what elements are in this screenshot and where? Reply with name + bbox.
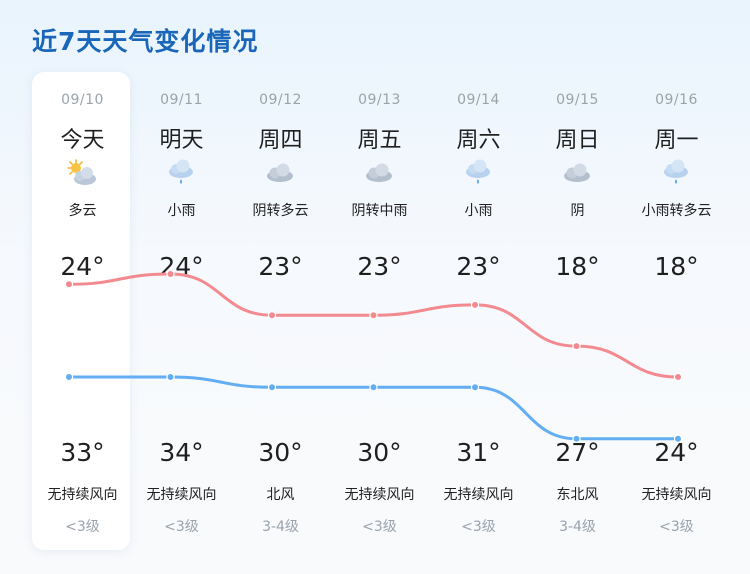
trend-point bbox=[267, 311, 277, 320]
day-temp-low: 34° bbox=[159, 438, 204, 467]
cloudy-icon bbox=[560, 158, 594, 188]
day-temp-low: 31° bbox=[456, 438, 501, 467]
day-wind-direction: 东北风 bbox=[556, 487, 599, 503]
partly-cloudy-icon bbox=[65, 158, 99, 188]
day-temp-high: 23° bbox=[456, 252, 501, 281]
day-temp-low: 30° bbox=[258, 438, 303, 467]
day-temp-low: 30° bbox=[357, 438, 402, 467]
trend-point bbox=[166, 269, 175, 279]
cloudy-icon bbox=[362, 158, 396, 188]
trend-point bbox=[673, 372, 683, 382]
trend-point bbox=[572, 341, 581, 351]
day-wind-level: <3级 bbox=[65, 519, 100, 535]
day-wind-level: <3级 bbox=[164, 519, 199, 535]
day-temp-high: 24° bbox=[60, 252, 105, 281]
trend-point bbox=[267, 383, 277, 392]
day-temp-high: 18° bbox=[555, 252, 600, 281]
page-title: 近7天天气变化情况 bbox=[32, 27, 259, 56]
day-wind-direction: 无持续风向 bbox=[641, 487, 712, 503]
trend-point bbox=[64, 372, 74, 382]
day-wind-direction: 无持续风向 bbox=[146, 487, 217, 503]
day-wind-direction: 无持续风向 bbox=[47, 487, 118, 503]
trend-point bbox=[673, 434, 683, 443]
day-wind-level: <3级 bbox=[362, 519, 397, 535]
day-column[interactable]: 09/13 周五 阴转中雨 23° 30° 无持续风向 <3级 bbox=[330, 0, 429, 574]
day-column[interactable]: 09/14 周六 小雨 23° 31° 无持续风向 <3级 bbox=[429, 0, 528, 574]
today-highlight-card bbox=[32, 72, 130, 550]
day-date: 09/13 bbox=[358, 92, 401, 108]
day-date: 09/15 bbox=[556, 92, 599, 108]
day-wind-direction: 北风 bbox=[266, 487, 295, 503]
day-wind-level: 3-4级 bbox=[262, 519, 299, 535]
day-column[interactable]: 09/11 明天 小雨 24° 34° 无持续风向 <3级 bbox=[132, 0, 231, 574]
trend-point bbox=[369, 383, 378, 392]
day-condition: 小雨 bbox=[167, 203, 196, 219]
day-name: 周日 bbox=[555, 128, 600, 153]
day-temp-low: 33° bbox=[60, 438, 105, 467]
day-wind-level: <3级 bbox=[659, 519, 694, 535]
day-name: 明天 bbox=[159, 128, 204, 153]
trend-point bbox=[572, 434, 581, 443]
day-wind-level: <3级 bbox=[461, 519, 496, 535]
day-date: 09/10 bbox=[61, 92, 104, 108]
trend-line-red bbox=[67, 272, 680, 379]
trend-point bbox=[470, 383, 480, 392]
day-condition: 小雨 bbox=[464, 203, 493, 219]
light-rain-icon bbox=[659, 158, 693, 188]
trend-point bbox=[369, 311, 378, 320]
day-wind-direction: 无持续风向 bbox=[344, 487, 415, 503]
day-condition: 多云 bbox=[68, 203, 97, 219]
day-column[interactable]: 09/10 今天 多云 24° 33° 无持续风向 <3级 bbox=[33, 0, 132, 574]
day-temp-high: 18° bbox=[654, 252, 699, 281]
day-column[interactable]: 09/16 周一 小雨转多云 18° 24° 无持续风向 <3级 bbox=[627, 0, 726, 574]
day-date: 09/12 bbox=[259, 92, 302, 108]
day-condition: 小雨转多云 bbox=[641, 203, 712, 219]
day-name: 今天 bbox=[60, 128, 105, 153]
day-date: 09/16 bbox=[655, 92, 698, 108]
day-temp-low: 24° bbox=[654, 438, 699, 467]
day-wind-direction: 无持续风向 bbox=[443, 487, 514, 503]
day-name: 周六 bbox=[456, 128, 501, 153]
day-name: 周四 bbox=[258, 128, 303, 153]
light-rain-icon bbox=[461, 158, 495, 188]
forecast-days: 09/10 今天 多云 24° 33° 无持续风向 <3级 09/11 明天 bbox=[33, 0, 726, 574]
trend-point bbox=[166, 372, 175, 382]
trend-point bbox=[64, 280, 74, 289]
cloudy-icon bbox=[263, 158, 297, 188]
day-date: 09/14 bbox=[457, 92, 500, 108]
day-condition: 阴转中雨 bbox=[351, 203, 408, 219]
trend-point bbox=[470, 300, 480, 310]
day-name: 周五 bbox=[357, 128, 402, 153]
day-date: 09/11 bbox=[160, 92, 203, 108]
day-name: 周一 bbox=[654, 128, 699, 153]
day-condition: 阴转多云 bbox=[252, 203, 309, 219]
day-column[interactable]: 09/12 周四 阴转多云 23° 30° 北风 3-4级 bbox=[231, 0, 330, 574]
day-wind-level: 3-4级 bbox=[559, 519, 596, 535]
day-temp-high: 23° bbox=[357, 252, 402, 281]
light-rain-icon bbox=[164, 158, 198, 188]
day-column[interactable]: 09/15 周日 阴 18° 27° 东北风 3-4级 bbox=[528, 0, 627, 574]
day-condition: 阴 bbox=[570, 203, 585, 219]
day-temp-high: 23° bbox=[258, 252, 303, 281]
